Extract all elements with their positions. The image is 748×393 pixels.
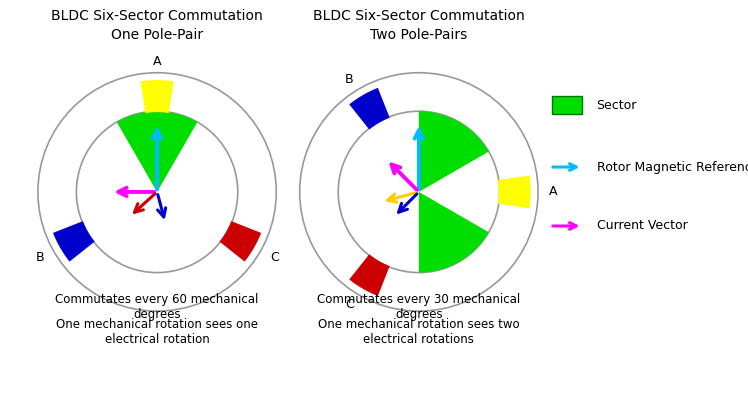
Polygon shape xyxy=(349,88,390,129)
Text: Commutates every 30 mechanical
degrees: Commutates every 30 mechanical degrees xyxy=(317,293,521,321)
Wedge shape xyxy=(419,111,488,192)
Text: One mechanical rotation sees two
electrical rotations: One mechanical rotation sees two electri… xyxy=(318,318,520,347)
Text: A: A xyxy=(153,55,162,68)
Text: C: C xyxy=(270,250,278,264)
FancyBboxPatch shape xyxy=(552,96,583,114)
Text: A: A xyxy=(549,185,557,198)
Polygon shape xyxy=(349,254,390,296)
Text: Commutates every 60 mechanical
degrees: Commutates every 60 mechanical degrees xyxy=(55,293,259,321)
Wedge shape xyxy=(419,192,488,273)
Polygon shape xyxy=(141,80,174,113)
Polygon shape xyxy=(53,221,95,262)
Title: BLDC Six-Sector Commutation
Two Pole-Pairs: BLDC Six-Sector Commutation Two Pole-Pai… xyxy=(313,9,525,42)
Text: One mechanical rotation sees one
electrical rotation: One mechanical rotation sees one electri… xyxy=(56,318,258,347)
Text: B: B xyxy=(36,250,44,264)
Wedge shape xyxy=(117,111,197,192)
Text: Current Vector: Current Vector xyxy=(596,219,687,233)
Text: C: C xyxy=(345,298,354,311)
Text: Rotor Magnetic Reference: Rotor Magnetic Reference xyxy=(596,160,748,174)
Text: B: B xyxy=(345,73,354,86)
Title: BLDC Six-Sector Commutation
One Pole-Pair: BLDC Six-Sector Commutation One Pole-Pai… xyxy=(51,9,263,42)
Polygon shape xyxy=(497,175,531,208)
Text: Sector: Sector xyxy=(596,99,637,112)
Polygon shape xyxy=(219,221,261,262)
